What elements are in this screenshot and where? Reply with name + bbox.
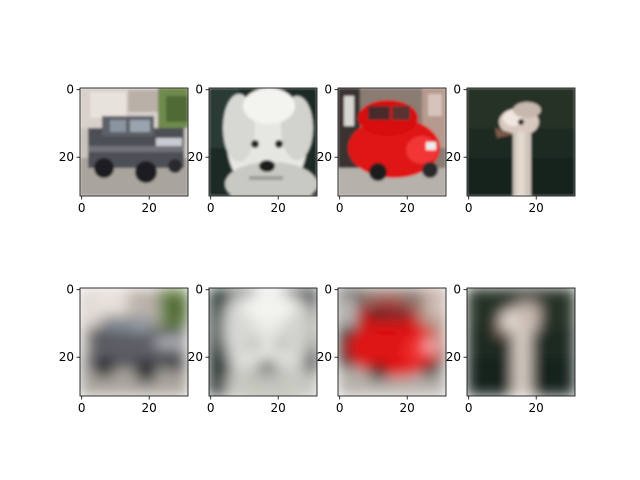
x-tick-label: 20 <box>400 401 415 415</box>
axes-frame <box>208 287 318 397</box>
y-tick-label: 0 <box>324 83 332 97</box>
original-image-car-photo-gray <box>80 88 188 196</box>
axes-frame <box>79 87 189 197</box>
axes-frame <box>208 87 318 197</box>
panel-original-car-red: 0 20 0 20 <box>317 83 447 215</box>
axes-frame <box>466 87 576 197</box>
panel-reconstruction-car-red: 0 20 0 20 <box>317 283 447 415</box>
x-tick-label: 20 <box>271 201 286 215</box>
x-tick-label: 20 <box>529 201 544 215</box>
panel-reconstruction-dog-white: 0 20 0 20 <box>188 283 318 415</box>
x-tick-label: 20 <box>271 401 286 415</box>
x-tick-label: 0 <box>78 201 86 215</box>
y-tick-label: 20 <box>59 150 74 164</box>
x-tick-label: 20 <box>142 201 157 215</box>
x-tick-label: 0 <box>465 401 473 415</box>
x-tick-label: 20 <box>529 401 544 415</box>
panel-original-car-gray: 0 20 0 20 <box>59 83 189 215</box>
original-image-ostrich-photo <box>467 88 575 196</box>
x-tick-label: 0 <box>336 201 344 215</box>
axes-frame <box>337 87 447 197</box>
y-tick-label: 20 <box>317 150 332 164</box>
y-tick-label: 0 <box>195 83 203 97</box>
reconstructed-image-dog-photo-white <box>209 288 317 396</box>
reconstructed-image-ostrich-photo <box>467 288 575 396</box>
x-tick-label: 0 <box>465 201 473 215</box>
original-image-car-photo-red <box>338 88 446 196</box>
panel-reconstruction-car-gray: 0 20 0 20 <box>59 283 189 415</box>
x-tick-label: 0 <box>207 401 215 415</box>
x-tick-label: 0 <box>336 401 344 415</box>
axes-frame <box>466 287 576 397</box>
y-tick-label: 20 <box>446 350 461 364</box>
axes-frame <box>79 287 189 397</box>
x-tick-label: 0 <box>78 401 86 415</box>
y-tick-label: 0 <box>66 83 74 97</box>
y-tick-label: 20 <box>188 350 203 364</box>
y-tick-label: 0 <box>453 283 461 297</box>
y-tick-label: 0 <box>66 283 74 297</box>
x-tick-label: 20 <box>400 201 415 215</box>
y-tick-label: 20 <box>188 150 203 164</box>
x-tick-label: 0 <box>207 201 215 215</box>
y-tick-label: 0 <box>453 83 461 97</box>
panel-original-ostrich: 0 20 0 20 <box>446 83 576 215</box>
panel-reconstruction-ostrich: 0 20 0 20 <box>446 283 576 415</box>
y-tick-label: 0 <box>195 283 203 297</box>
y-tick-label: 0 <box>324 283 332 297</box>
y-tick-label: 20 <box>317 350 332 364</box>
x-tick-label: 20 <box>142 401 157 415</box>
y-tick-label: 20 <box>59 350 74 364</box>
panel-original-dog-white: 0 20 0 20 <box>188 83 318 215</box>
axes-frame <box>337 287 447 397</box>
reconstructed-image-car-photo-red <box>338 288 446 396</box>
reconstructed-image-car-photo-gray <box>80 288 188 396</box>
original-image-dog-photo-white <box>209 88 317 196</box>
y-tick-label: 20 <box>446 150 461 164</box>
